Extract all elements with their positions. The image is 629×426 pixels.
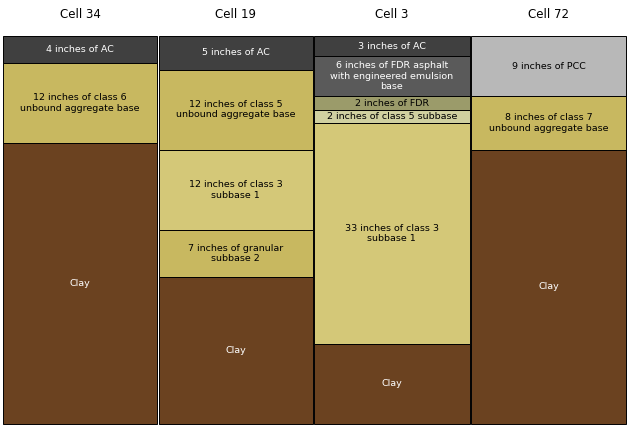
Text: 3 inches of AC: 3 inches of AC [358, 42, 426, 51]
Bar [314, 96, 470, 110]
Text: 8 inches of class 7
unbound aggregate base: 8 inches of class 7 unbound aggregate ba… [489, 113, 608, 133]
Bar [314, 56, 470, 96]
Text: Cell 34: Cell 34 [60, 9, 101, 21]
Text: Clay: Clay [382, 379, 402, 388]
Text: 2 inches of class 5 subbase: 2 inches of class 5 subbase [326, 112, 457, 121]
Text: Clay: Clay [538, 282, 559, 291]
Bar [471, 150, 626, 424]
Bar [159, 230, 313, 277]
Bar [314, 344, 470, 424]
Bar [314, 110, 470, 123]
Text: 9 inches of PCC: 9 inches of PCC [511, 62, 586, 71]
Text: Clay: Clay [225, 346, 246, 355]
Bar [471, 36, 626, 96]
Text: 2 inches of FDR: 2 inches of FDR [355, 98, 429, 107]
Text: 4 inches of AC: 4 inches of AC [47, 45, 114, 54]
Text: Cell 3: Cell 3 [375, 9, 409, 21]
Text: 12 inches of class 5
unbound aggregate base: 12 inches of class 5 unbound aggregate b… [176, 100, 295, 119]
Bar [3, 36, 157, 63]
Text: 12 inches of class 3
subbase 1: 12 inches of class 3 subbase 1 [189, 180, 282, 200]
Bar [314, 123, 470, 344]
Text: 33 inches of class 3
subbase 1: 33 inches of class 3 subbase 1 [345, 224, 439, 243]
Text: 5 inches of AC: 5 inches of AC [202, 49, 269, 58]
Bar [159, 277, 313, 424]
Text: 6 inches of FDR asphalt
with engineered emulsion
base: 6 inches of FDR asphalt with engineered … [330, 61, 454, 91]
Bar [314, 36, 470, 56]
Bar [471, 96, 626, 150]
Bar [159, 150, 313, 230]
Text: Cell 72: Cell 72 [528, 9, 569, 21]
Bar [3, 63, 157, 143]
Bar [3, 143, 157, 424]
Text: Cell 19: Cell 19 [215, 9, 256, 21]
Text: Clay: Clay [70, 279, 91, 288]
Bar [159, 69, 313, 150]
Bar [159, 36, 313, 69]
Text: 12 inches of class 6
unbound aggregate base: 12 inches of class 6 unbound aggregate b… [21, 93, 140, 113]
Text: 7 inches of granular
subbase 2: 7 inches of granular subbase 2 [188, 244, 283, 263]
